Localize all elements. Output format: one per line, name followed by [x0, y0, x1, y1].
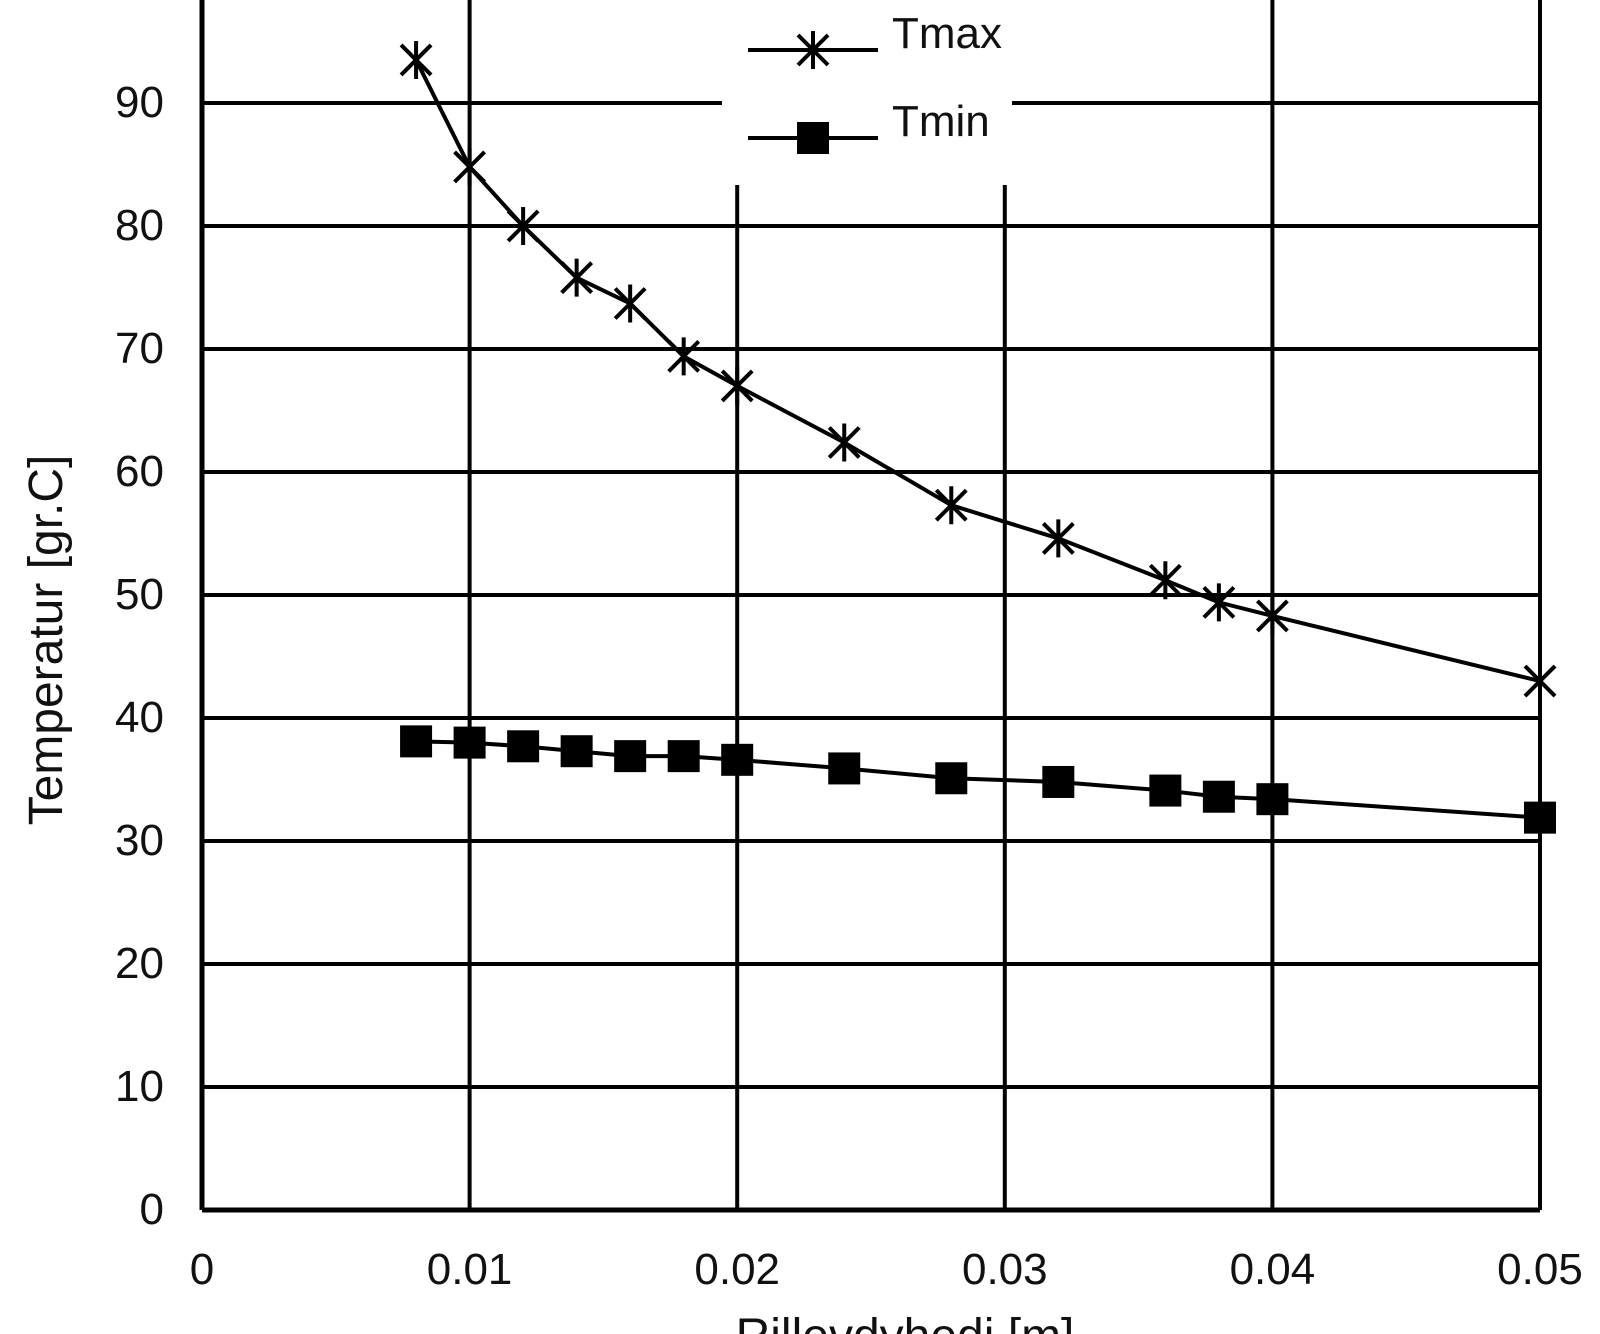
x-tick-label: 0.05	[1497, 1245, 1583, 1294]
legend-label: Tmin	[892, 97, 990, 146]
data-point-x-marker	[934, 486, 968, 525]
x-tick-label: 0.02	[694, 1245, 780, 1294]
data-point-square-marker	[507, 730, 540, 763]
legend-item-tmax: Tmax	[748, 9, 1002, 69]
data-point-x-marker	[1041, 519, 1075, 558]
y-tick-label: 90	[115, 78, 164, 127]
data-point-square-marker	[1042, 765, 1075, 798]
data-point-x-marker	[1255, 596, 1289, 635]
y-tick-label: 80	[115, 201, 164, 250]
x-tick-label: 0.01	[427, 1245, 513, 1294]
chart-legend: Tmax Tmin	[722, 0, 1012, 185]
data-point-square-marker	[453, 726, 486, 759]
y-tick-label: 40	[115, 693, 164, 742]
data-point-square-marker	[614, 740, 647, 773]
x-tick-label: 0.04	[1230, 1245, 1316, 1294]
data-point-square-marker	[1149, 774, 1182, 807]
y-axis-label: Temperatur [gr.C]	[20, 455, 73, 826]
y-tick-label: 30	[115, 816, 164, 865]
y-tick-label: 20	[115, 939, 164, 988]
data-point-x-marker	[399, 40, 433, 79]
data-point-square-marker	[797, 122, 829, 154]
data-point-x-marker	[1523, 662, 1557, 701]
chart-series	[399, 40, 1557, 834]
data-point-x-marker	[667, 337, 701, 376]
y-tick-label: 60	[115, 447, 164, 496]
series-tmin	[400, 725, 1556, 834]
data-point-square-marker	[1524, 801, 1556, 834]
data-point-square-marker	[1202, 780, 1235, 813]
data-point-square-marker	[721, 743, 754, 776]
data-point-x-marker	[720, 366, 754, 405]
data-point-square-marker	[400, 725, 433, 758]
x-tick-label: 0	[190, 1245, 214, 1294]
data-point-square-marker	[1256, 783, 1289, 816]
data-point-x-marker	[1148, 561, 1182, 600]
y-tick-label: 10	[115, 1062, 164, 1111]
series-tmax	[399, 40, 1557, 701]
x-axis-label: Rillevdyhedi [m]	[736, 1310, 1075, 1334]
data-point-x-marker	[827, 423, 861, 462]
data-point-x-marker	[613, 284, 647, 323]
legend-label: Tmax	[892, 9, 1002, 58]
y-tick-label: 70	[115, 324, 164, 373]
y-tick-label: 50	[115, 570, 164, 619]
data-point-square-marker	[560, 735, 593, 768]
y-tick-label: 0	[140, 1185, 164, 1234]
data-point-x-marker	[560, 258, 594, 297]
legend-item-tmin: Tmin	[748, 97, 990, 154]
data-point-x-marker	[506, 207, 540, 245]
data-point-x-marker	[1202, 583, 1236, 622]
x-tick-label: 0.03	[962, 1245, 1048, 1294]
data-point-x-marker	[796, 31, 830, 69]
data-point-square-marker	[935, 762, 968, 795]
data-point-square-marker	[828, 752, 861, 785]
data-point-x-marker	[453, 147, 487, 186]
axis-ticks: 0 10 20 30 40 50 60 70 80 90 0 0.01 0.02 0.03 0.04 0.05	[115, 78, 1583, 1294]
data-point-square-marker	[667, 740, 700, 773]
legend-background	[722, 0, 1012, 185]
